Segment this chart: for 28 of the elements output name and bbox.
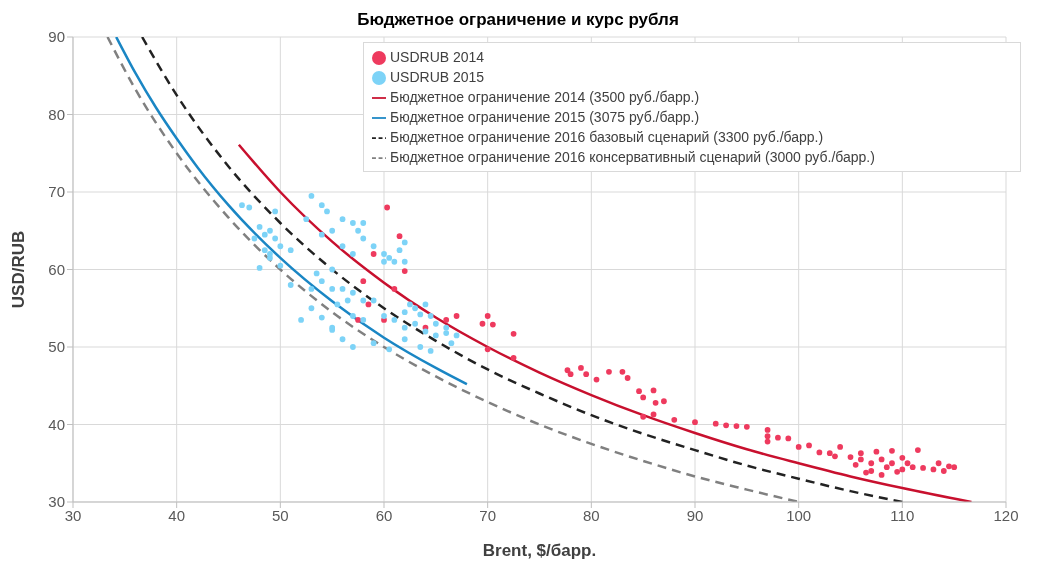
legend-label: USDRUB 2014	[390, 49, 485, 65]
x-tick-label: 40	[168, 506, 186, 524]
x-tick-label: 110	[890, 506, 915, 524]
line-series	[237, 143, 973, 502]
x-tick-label: 50	[271, 506, 289, 524]
x-tick-label: 30	[64, 506, 82, 524]
x-tick-label: 120	[993, 506, 1019, 524]
y-tick-label: 70	[48, 183, 65, 201]
legend-label: Бюджетное ограничение 2014 (3500 руб./барр.)	[390, 89, 700, 105]
chart-title: Бюджетное ограничение и курс рубля	[357, 10, 679, 29]
y-axis-title: USD/RUB	[9, 230, 29, 309]
legend-label: Бюджетное ограничение 2016 консервативный сценарий (3000 руб./барр.)	[390, 149, 875, 165]
legend-label: Бюджетное ограничение 2016 базовый сценарий (3300 руб./барр.)	[390, 129, 824, 145]
y-tick-label: 50	[48, 338, 65, 356]
y-tick-label: 80	[48, 105, 65, 123]
y-tick-label: 30	[48, 493, 65, 511]
x-tick-label: 70	[479, 506, 497, 524]
x-tick-label: 60	[375, 506, 393, 524]
line-series	[140, 37, 904, 502]
x-tick-label: 100	[786, 506, 812, 524]
y-tick-label: 90	[48, 28, 65, 46]
y-tick-label: 60	[48, 260, 65, 278]
x-tick-label: 80	[582, 506, 600, 524]
x-tick-label: 90	[686, 506, 704, 524]
x-axis-title: Brent, $/барр.	[482, 541, 597, 560]
y-tick-label: 40	[48, 415, 65, 433]
legend-label: Бюджетное ограничение 2015 (3075 руб./барр.)	[390, 109, 700, 125]
legend-label: USDRUB 2015	[390, 69, 485, 85]
